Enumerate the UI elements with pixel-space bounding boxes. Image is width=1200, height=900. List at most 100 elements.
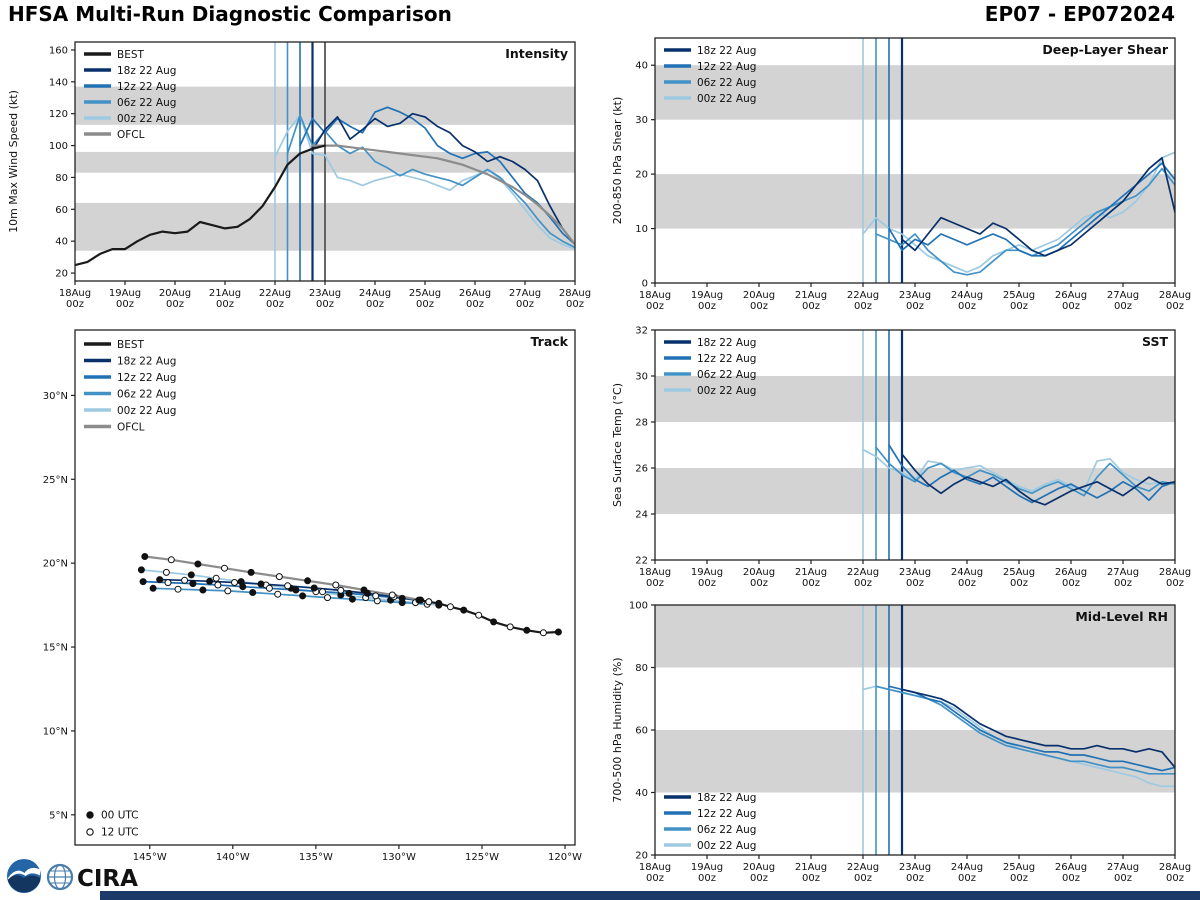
svg-text:00z: 00z bbox=[366, 299, 384, 310]
svg-text:00z: 00z bbox=[646, 301, 664, 312]
svg-text:00z: 00z bbox=[958, 873, 976, 884]
svg-text:00z: 00z bbox=[1010, 578, 1028, 589]
svg-text:26Aug: 26Aug bbox=[459, 288, 491, 299]
svg-text:26Aug: 26Aug bbox=[1055, 567, 1087, 578]
svg-text:21Aug: 21Aug bbox=[209, 288, 241, 299]
svg-text:00z: 00z bbox=[266, 299, 284, 310]
svg-text:00z: 00z bbox=[466, 299, 484, 310]
svg-text:130°W: 130°W bbox=[382, 852, 416, 863]
svg-text:00z: 00z bbox=[958, 301, 976, 312]
svg-text:00z: 00z bbox=[802, 578, 820, 589]
cira-logo-text: CIRA bbox=[77, 866, 138, 892]
svg-text:24Aug: 24Aug bbox=[951, 290, 983, 301]
svg-text:25Aug: 25Aug bbox=[1003, 290, 1035, 301]
svg-text:10°N: 10°N bbox=[43, 726, 68, 737]
svg-text:00z: 00z bbox=[854, 301, 872, 312]
svg-text:140: 140 bbox=[49, 77, 68, 88]
svg-text:20Aug: 20Aug bbox=[743, 290, 775, 301]
svg-text:5°N: 5°N bbox=[49, 810, 68, 821]
svg-text:00z: 00z bbox=[958, 578, 976, 589]
svg-text:10m Max Wind Speed (kt): 10m Max Wind Speed (kt) bbox=[7, 90, 20, 233]
svg-text:00z: 00z bbox=[698, 578, 716, 589]
svg-text:00z: 00z bbox=[1010, 873, 1028, 884]
svg-text:10: 10 bbox=[635, 224, 648, 235]
svg-text:06z 22 Aug: 06z 22 Aug bbox=[117, 97, 176, 109]
svg-text:40: 40 bbox=[55, 237, 68, 248]
svg-text:00z: 00z bbox=[1114, 578, 1132, 589]
svg-text:60: 60 bbox=[55, 205, 68, 216]
svg-text:00z: 00z bbox=[316, 299, 334, 310]
svg-text:20Aug: 20Aug bbox=[743, 567, 775, 578]
svg-text:00z: 00z bbox=[698, 301, 716, 312]
svg-text:00z: 00z bbox=[1114, 301, 1132, 312]
svg-text:27Aug: 27Aug bbox=[509, 288, 541, 299]
svg-text:18z 22 Aug: 18z 22 Aug bbox=[117, 65, 176, 77]
svg-text:00z: 00z bbox=[566, 299, 584, 310]
svg-text:00z: 00z bbox=[66, 299, 84, 310]
svg-text:80: 80 bbox=[635, 663, 648, 674]
svg-text:40: 40 bbox=[635, 61, 648, 72]
svg-text:22Aug: 22Aug bbox=[259, 288, 291, 299]
svg-text:21Aug: 21Aug bbox=[795, 862, 827, 873]
svg-text:24Aug: 24Aug bbox=[951, 567, 983, 578]
svg-text:32: 32 bbox=[635, 326, 648, 337]
svg-text:23Aug: 23Aug bbox=[899, 290, 931, 301]
svg-text:18Aug: 18Aug bbox=[59, 288, 91, 299]
svg-text:00z: 00z bbox=[116, 299, 134, 310]
svg-text:00z: 00z bbox=[1166, 578, 1184, 589]
svg-text:20: 20 bbox=[635, 851, 648, 862]
svg-text:21Aug: 21Aug bbox=[795, 290, 827, 301]
svg-text:22: 22 bbox=[635, 556, 648, 567]
svg-text:27Aug: 27Aug bbox=[1107, 567, 1139, 578]
svg-text:Track: Track bbox=[531, 334, 569, 349]
svg-text:19Aug: 19Aug bbox=[109, 288, 141, 299]
svg-text:120: 120 bbox=[49, 109, 68, 120]
svg-text:28Aug: 28Aug bbox=[559, 288, 591, 299]
svg-text:00z: 00z bbox=[166, 299, 184, 310]
svg-text:18z 22 Aug: 18z 22 Aug bbox=[697, 45, 756, 57]
svg-text:26Aug: 26Aug bbox=[1055, 862, 1087, 873]
svg-text:25°N: 25°N bbox=[43, 475, 68, 486]
svg-text:27Aug: 27Aug bbox=[1107, 862, 1139, 873]
svg-text:00z: 00z bbox=[516, 299, 534, 310]
svg-text:06z 22 Aug: 06z 22 Aug bbox=[117, 388, 176, 400]
svg-text:SST: SST bbox=[1142, 334, 1168, 349]
svg-text:00z: 00z bbox=[1166, 301, 1184, 312]
svg-text:18Aug: 18Aug bbox=[639, 290, 671, 301]
svg-text:23Aug: 23Aug bbox=[899, 862, 931, 873]
svg-text:18z 22 Aug: 18z 22 Aug bbox=[697, 792, 756, 804]
noaa-logo bbox=[7, 859, 41, 893]
svg-text:24: 24 bbox=[635, 510, 648, 521]
svg-text:30: 30 bbox=[635, 115, 648, 126]
track-chart: Track 5°N 10°N 15°N 20°N 25°N 30°N 145°W 140°W 13… bbox=[43, 329, 582, 863]
svg-text:00z: 00z bbox=[906, 873, 924, 884]
svg-text:27Aug: 27Aug bbox=[1107, 290, 1139, 301]
svg-text:135°W: 135°W bbox=[299, 852, 333, 863]
svg-text:60: 60 bbox=[635, 726, 648, 737]
svg-text:00z 22 Aug: 00z 22 Aug bbox=[117, 405, 176, 417]
svg-text:20Aug: 20Aug bbox=[159, 288, 191, 299]
svg-text:06z 22 Aug: 06z 22 Aug bbox=[697, 369, 756, 381]
svg-text:19Aug: 19Aug bbox=[691, 567, 723, 578]
svg-text:00z: 00z bbox=[216, 299, 234, 310]
svg-text:26: 26 bbox=[635, 464, 648, 475]
svg-text:19Aug: 19Aug bbox=[691, 862, 723, 873]
svg-text:Mid-Level RH: Mid-Level RH bbox=[1075, 609, 1168, 624]
svg-text:26Aug: 26Aug bbox=[1055, 290, 1087, 301]
svg-text:BEST: BEST bbox=[117, 339, 145, 351]
svg-text:700-500 hPa Humidity (%): 700-500 hPa Humidity (%) bbox=[611, 657, 624, 802]
svg-text:100: 100 bbox=[629, 601, 648, 612]
svg-text:140°W: 140°W bbox=[216, 852, 250, 863]
svg-text:00z: 00z bbox=[854, 578, 872, 589]
svg-text:Intensity: Intensity bbox=[505, 46, 568, 61]
svg-text:BEST: BEST bbox=[117, 49, 145, 61]
svg-text:00z 22 Aug: 00z 22 Aug bbox=[697, 93, 756, 105]
svg-text:25Aug: 25Aug bbox=[1003, 862, 1035, 873]
svg-text:20°N: 20°N bbox=[43, 559, 68, 570]
svg-text:15°N: 15°N bbox=[43, 643, 68, 654]
svg-text:18z 22 Aug: 18z 22 Aug bbox=[697, 337, 756, 349]
svg-text:00z: 00z bbox=[1062, 578, 1080, 589]
deep-layer-shear-chart: Deep-Layer Shear01020304018Aug00z19Aug00… bbox=[611, 37, 1191, 312]
svg-text:00z: 00z bbox=[416, 299, 434, 310]
sst-chart: SST22242628303218Aug00z19Aug00z20Aug00z2… bbox=[611, 326, 1191, 590]
